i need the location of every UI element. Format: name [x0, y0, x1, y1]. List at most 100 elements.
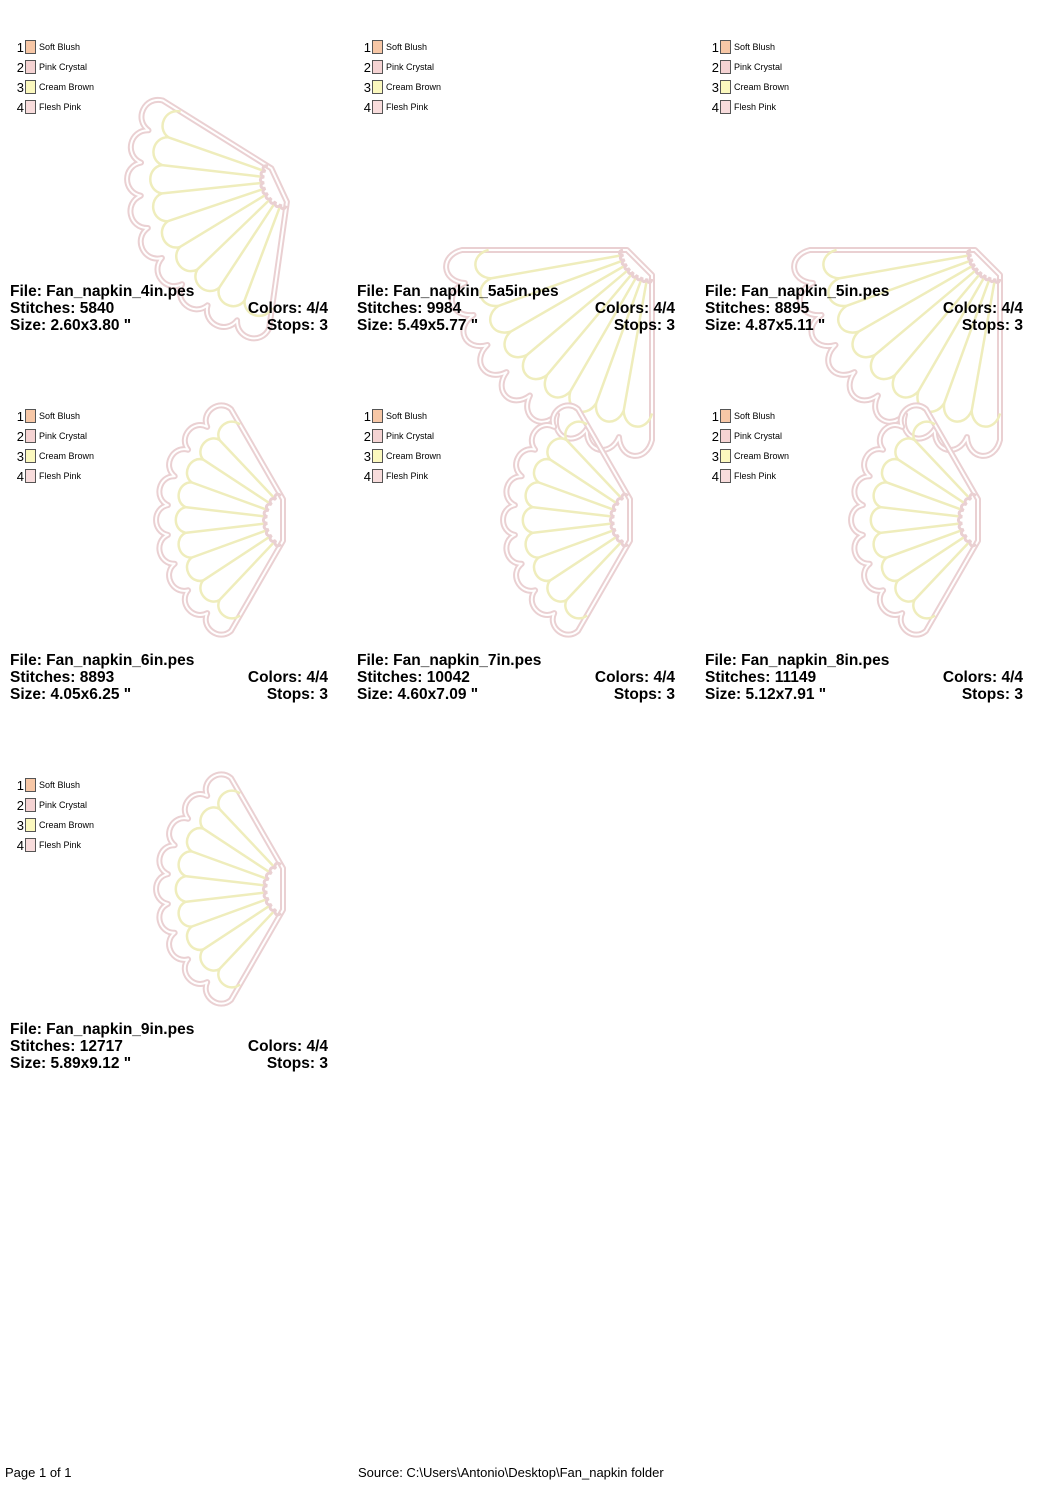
fan-inner-scallop: [822, 248, 1002, 428]
color-number: 1: [16, 408, 24, 424]
fan-rib: [182, 505, 268, 518]
fan-inner-scallop: [869, 420, 936, 620]
color-number: 2: [16, 428, 24, 444]
fan-rib: [535, 480, 617, 512]
fan-design-image: [153, 771, 286, 1007]
fan-rib: [891, 271, 983, 379]
color-number: 2: [363, 59, 371, 75]
fan-rib: [911, 437, 972, 501]
color-name: Soft Blush: [734, 42, 776, 52]
fan-embroidery: [791, 247, 1003, 459]
color-swatch: [720, 429, 731, 443]
fan-rib: [883, 528, 965, 560]
fan-design-image: [443, 247, 655, 459]
fan-outline-gap: [155, 773, 284, 1005]
file-name: File: Fan_napkin_5a5in.pes: [357, 283, 559, 300]
color-name: Cream Brown: [734, 82, 790, 92]
stop-count: Stops: 3: [961, 317, 1023, 334]
fan-rib: [895, 534, 968, 583]
color-name: Pink Crystal: [39, 431, 88, 441]
color-swatch: [720, 449, 731, 463]
design-card: 1 Soft Blush 2 Pink Crystal 3 Cream Brown 4 Fle…: [705, 35, 1035, 459]
color-number: 4: [711, 468, 719, 484]
color-swatch: [720, 469, 731, 483]
color-swatch: [720, 80, 731, 94]
fan-inner-scallop: [174, 420, 241, 620]
stitch-count: Stitches: 8895: [705, 300, 810, 317]
fan-rib: [216, 201, 277, 291]
fan-hub: [956, 492, 978, 548]
color-legend-item: 2 Pink Crystal: [15, 57, 94, 77]
color-name: Flesh Pink: [39, 102, 82, 112]
fan-outline-gap: [502, 404, 631, 636]
fan-rib: [487, 253, 624, 281]
color-name: Flesh Pink: [39, 471, 82, 481]
color-swatch: [25, 429, 36, 443]
color-legend-item: 3 Cream Brown: [15, 815, 94, 835]
color-name: Cream Brown: [39, 82, 95, 92]
color-swatch: [25, 40, 36, 54]
info-row: Size: 4.87x5.11 " Stops: 3: [705, 317, 1023, 334]
fan-rib: [164, 135, 266, 173]
fan-hub: [258, 164, 288, 211]
design-size: Size: 2.60x3.80 ": [10, 317, 132, 334]
color-name: Flesh Pink: [386, 102, 429, 112]
fan-rib: [547, 457, 620, 506]
color-count: Colors: 4/4: [942, 669, 1023, 686]
fan-rib: [529, 505, 615, 518]
info-row: Size: 5.12x7.91 " Stops: 3: [705, 686, 1023, 703]
design-size: Size: 4.87x5.11 ": [705, 317, 826, 334]
color-swatch: [372, 469, 383, 483]
color-swatch: [372, 409, 383, 423]
design-size: Size: 5.12x7.91 ": [705, 686, 827, 703]
color-legend-item: 1 Soft Blush: [362, 406, 441, 426]
color-legend-item: 4 Flesh Pink: [710, 97, 789, 117]
color-swatch: [372, 449, 383, 463]
info-row: Stitches: 5840 Colors: 4/4: [10, 300, 328, 317]
fan-rib: [941, 276, 992, 408]
fan-rib: [158, 181, 265, 196]
stitch-count: Stitches: 11149: [705, 669, 817, 686]
color-legend: 1 Soft Blush 2 Pink Crystal 3 Cream Brown 4 Fle…: [362, 37, 441, 117]
color-legend-item: 1 Soft Blush: [15, 775, 94, 795]
color-name: Cream Brown: [386, 82, 442, 92]
fan-design-image: [124, 96, 290, 342]
color-name: Pink Crystal: [39, 62, 88, 72]
info-row: Size: 5.49x5.77 " Stops: 3: [357, 317, 675, 334]
fan-design-image: [500, 402, 633, 638]
fan-embroidery: [153, 771, 286, 1007]
fan-rib: [200, 534, 273, 583]
color-legend-item: 2 Pink Crystal: [362, 426, 441, 446]
color-number: 2: [16, 59, 24, 75]
color-legend: 1 Soft Blush 2 Pink Crystal 3 Cream Brown 4 Fle…: [15, 406, 94, 486]
fan-hub: [261, 492, 283, 548]
fan-rib: [621, 278, 649, 415]
color-name: Cream Brown: [39, 451, 95, 461]
color-name: Pink Crystal: [734, 431, 783, 441]
design-card: 1 Soft Blush 2 Pink Crystal 3 Cream Brown 4 Fle…: [10, 771, 340, 1103]
file-name: File: Fan_napkin_8in.pes: [705, 652, 890, 669]
fan-embroidery: [848, 402, 981, 638]
fan-rib: [593, 276, 644, 408]
fan-rib: [911, 539, 972, 603]
color-number: 2: [16, 797, 24, 813]
color-count: Colors: 4/4: [247, 669, 328, 686]
fan-rib: [216, 908, 277, 972]
color-number: 4: [363, 468, 371, 484]
color-name: Soft Blush: [386, 42, 428, 52]
color-legend: 1 Soft Blush 2 Pink Crystal 3 Cream Brown 4 Fle…: [710, 406, 789, 486]
color-count: Colors: 4/4: [594, 669, 675, 686]
fan-rib: [529, 522, 615, 535]
color-number: 4: [363, 99, 371, 115]
color-count: Colors: 4/4: [942, 300, 1023, 317]
color-name: Pink Crystal: [386, 62, 435, 72]
design-card: 1 Soft Blush 2 Pink Crystal 3 Cream Brown 4 Fle…: [705, 402, 1035, 734]
color-swatch: [372, 100, 383, 114]
info-row: File: Fan_napkin_5in.pes: [705, 283, 1023, 300]
fan-hub: [617, 248, 654, 285]
color-swatch: [25, 818, 36, 832]
color-number: 1: [711, 408, 719, 424]
color-swatch: [720, 100, 731, 114]
fan-rib: [563, 539, 624, 603]
color-legend-item: 3 Cream Brown: [362, 446, 441, 466]
